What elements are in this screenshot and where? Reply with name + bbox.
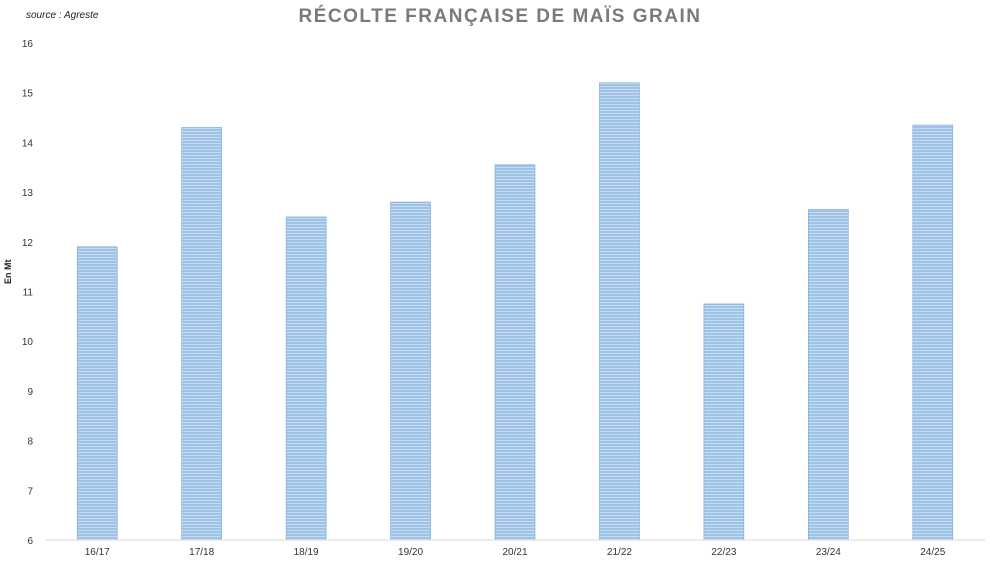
bars-group <box>76 82 954 541</box>
y-tick-label: 16 <box>22 39 34 50</box>
bar-17-18 <box>181 127 222 541</box>
x-tick-label: 17/18 <box>189 547 214 558</box>
source-note: source : Agreste <box>26 10 99 21</box>
x-tick-label: 20/21 <box>502 547 527 558</box>
bar-21-22 <box>599 82 640 541</box>
y-tick-label: 8 <box>27 437 33 448</box>
y-tick-label: 15 <box>22 89 34 100</box>
y-tick-label: 7 <box>27 486 33 497</box>
bar-18-19 <box>285 216 327 541</box>
y-tick-label: 9 <box>27 387 33 398</box>
x-tick-label: 23/24 <box>816 547 841 558</box>
x-tick-label: 22/23 <box>711 547 736 558</box>
x-tick-label: 19/20 <box>398 547 423 558</box>
y-axis-ticks: 6 7 8 9 10 11 12 13 14 15 16 <box>22 39 34 547</box>
y-tick-label: 6 <box>27 536 33 547</box>
chart-title: RÉCOLTE FRANÇAISE DE MAÏS GRAIN <box>298 6 702 27</box>
bar-22-23 <box>703 303 745 541</box>
x-axis-ticks: 16/17 17/18 18/19 19/20 20/21 21/22 22/23 23/24… <box>85 547 946 558</box>
x-tick-label: 16/17 <box>85 547 110 558</box>
y-tick-label: 10 <box>22 337 34 348</box>
x-tick-label: 18/19 <box>294 547 319 558</box>
bar-24-25 <box>912 124 954 541</box>
bar-19-20 <box>390 201 431 541</box>
y-tick-label: 13 <box>22 188 34 199</box>
y-tick-label: 12 <box>22 238 34 249</box>
y-tick-label: 14 <box>22 138 34 149</box>
y-tick-label: 11 <box>23 288 34 299</box>
bar-23-24 <box>808 209 849 541</box>
bar-20-21 <box>494 164 536 541</box>
x-tick-label: 24/25 <box>920 547 945 558</box>
x-tick-label: 21/22 <box>607 547 632 558</box>
bar-16-17 <box>76 246 118 541</box>
